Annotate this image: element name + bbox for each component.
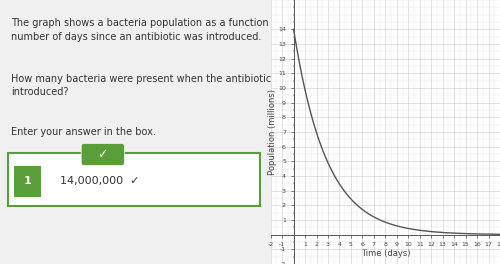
FancyBboxPatch shape	[8, 153, 260, 206]
X-axis label: Time (days): Time (days)	[360, 249, 410, 258]
Text: 14,000,000  ✓: 14,000,000 ✓	[60, 176, 139, 186]
Text: How many bacteria were present when the antibiotic was first
introduced?: How many bacteria were present when the …	[11, 74, 316, 97]
FancyBboxPatch shape	[14, 166, 40, 197]
Text: ✓: ✓	[98, 148, 108, 161]
Text: Enter your answer in the box.: Enter your answer in the box.	[11, 127, 156, 137]
Y-axis label: Population (millions): Population (millions)	[268, 89, 276, 175]
Text: 1: 1	[23, 176, 31, 186]
FancyBboxPatch shape	[81, 143, 124, 166]
Text: The graph shows a bacteria population as a function of the
number of days since : The graph shows a bacteria population as…	[11, 18, 300, 42]
